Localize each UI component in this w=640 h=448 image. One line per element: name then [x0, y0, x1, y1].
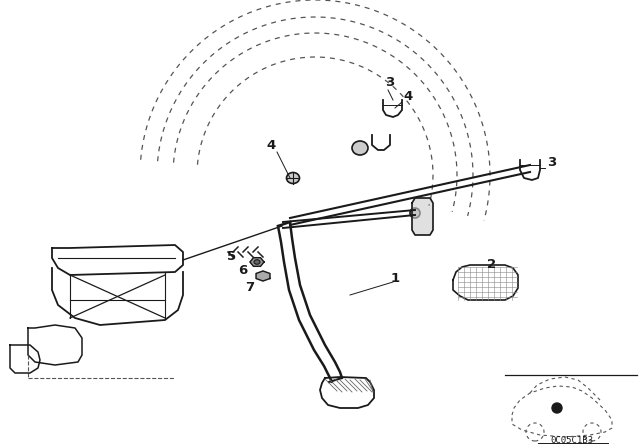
Text: 7: 7: [245, 280, 255, 293]
Polygon shape: [250, 258, 264, 266]
Ellipse shape: [287, 172, 300, 184]
Polygon shape: [412, 198, 433, 235]
Text: 0C05C1B3: 0C05C1B3: [550, 435, 593, 444]
Text: 1: 1: [390, 271, 399, 284]
Text: 3: 3: [385, 76, 395, 89]
Text: 2: 2: [488, 258, 497, 271]
Text: 4: 4: [266, 138, 276, 151]
Text: 5: 5: [227, 250, 237, 263]
Text: 3: 3: [547, 155, 557, 168]
Ellipse shape: [410, 208, 420, 218]
Polygon shape: [256, 271, 270, 281]
Text: 6: 6: [238, 263, 248, 276]
Circle shape: [552, 403, 562, 413]
Ellipse shape: [352, 141, 368, 155]
Text: 4: 4: [403, 90, 413, 103]
Ellipse shape: [254, 260, 260, 264]
